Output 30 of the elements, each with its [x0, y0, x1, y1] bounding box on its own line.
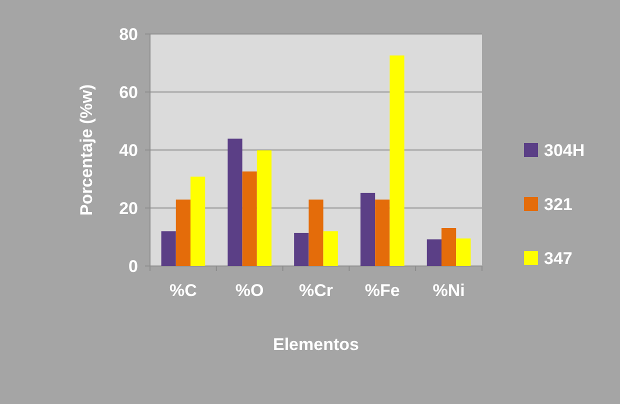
legend-label: 347 [544, 248, 572, 268]
bar [441, 228, 456, 266]
legend-label: 304H [544, 140, 585, 160]
x-axis-title: Elementos [273, 335, 359, 354]
bar [360, 192, 376, 266]
x-tick-label: %Fe [364, 281, 400, 300]
bar [256, 150, 272, 266]
x-tick-label: %Cr [298, 281, 334, 300]
bar [161, 231, 176, 266]
x-tick-label: %C [169, 281, 197, 300]
bar [390, 55, 404, 266]
bar [426, 239, 442, 266]
y-tick-label: 60 [119, 82, 138, 102]
y-tick-label: 40 [119, 140, 138, 160]
legend-label: 321 [544, 194, 572, 214]
bar [190, 176, 206, 266]
bar [375, 200, 390, 266]
bar [294, 232, 309, 266]
y-tick-label: 20 [119, 198, 138, 218]
bar [323, 231, 338, 266]
y-tick-label: 80 [119, 24, 138, 44]
bar [176, 200, 191, 266]
y-tick-label: 0 [128, 256, 138, 276]
bar [242, 171, 257, 266]
bar [456, 238, 471, 266]
bar [308, 200, 324, 266]
bar [228, 138, 242, 266]
y-axis-title: Porcentaje (%w) [77, 84, 96, 216]
x-tick-label: %O [235, 281, 264, 300]
x-tick-label: %Ni [432, 281, 465, 300]
